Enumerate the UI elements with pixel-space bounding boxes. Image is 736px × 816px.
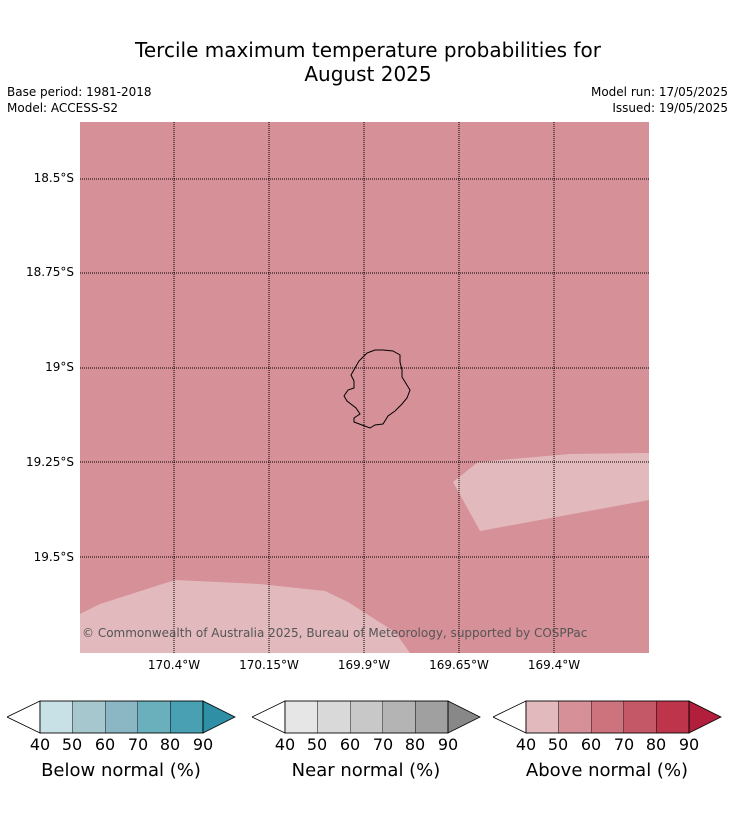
meta-right: Model run: 17/05/2025 Issued: 19/05/2025 — [591, 84, 728, 116]
lat-label: 18.75°S — [26, 265, 74, 279]
colorbar-swatches — [525, 700, 690, 734]
map-svg — [80, 122, 649, 653]
colorbar-swatch — [170, 700, 204, 734]
lat-label: 19.25°S — [26, 455, 74, 469]
lat-label: 19°S — [45, 360, 74, 374]
colorbar-swatch — [656, 700, 690, 734]
colorbar-swatch — [525, 700, 559, 734]
colorbar-swatch — [349, 700, 383, 734]
cb-near-tick: 90 — [437, 735, 459, 754]
cb-above-tick: 60 — [580, 735, 602, 754]
lon-label: 169.4°W — [527, 658, 581, 672]
cb-above-tick: 90 — [678, 735, 700, 754]
cb-above-label: Above normal (%) — [525, 760, 689, 781]
cb-above-tick: 80 — [645, 735, 667, 754]
base-period: Base period: 1981-2018 — [7, 85, 152, 99]
colorbar-swatch — [317, 700, 351, 734]
colorbar-end-arrow — [688, 700, 722, 734]
colorbar-end-arrow — [447, 700, 481, 734]
cb-below-tick: 70 — [127, 735, 149, 754]
probability-patch-southwest — [80, 580, 410, 653]
cb-near-tick: 40 — [274, 735, 296, 754]
cb-near-tick: 50 — [306, 735, 328, 754]
cb-below-tick: 60 — [94, 735, 116, 754]
model-run: Model run: 17/05/2025 — [590, 85, 728, 99]
cb-below-tick: 90 — [192, 735, 214, 754]
colorbar-swatch — [382, 700, 416, 734]
lon-label: 170.15°W — [239, 658, 299, 672]
probability-patch-east — [453, 453, 649, 531]
cb-above-tick: 40 — [515, 735, 537, 754]
issued-date: Issued: 19/05/2025 — [612, 101, 728, 115]
lon-label: 170.4°W — [147, 658, 201, 672]
cb-near-label: Near normal (%) — [291, 760, 441, 781]
graticule — [80, 122, 649, 653]
lon-label: 169.9°W — [337, 658, 391, 672]
cb-near-tick: 60 — [339, 735, 361, 754]
colorbar-swatch — [558, 700, 592, 734]
title-line-2: August 2025 — [304, 62, 432, 86]
colorbar-swatches — [284, 700, 449, 734]
colorbar-swatch — [39, 700, 73, 734]
colorbar-swatch — [104, 700, 138, 734]
cb-above-tick: 70 — [613, 735, 635, 754]
cb-near-tick: 80 — [404, 735, 426, 754]
colorbar-above-normal — [493, 700, 722, 734]
lat-label: 18.5°S — [33, 171, 74, 185]
cb-below-tick: 50 — [61, 735, 83, 754]
colorbar-below-normal — [7, 700, 236, 734]
colorbar-swatch — [623, 700, 657, 734]
title-line-1: Tercile maximum temperature probabilitie… — [135, 38, 601, 62]
copyright-notice: © Commonwealth of Australia 2025, Bureau… — [82, 626, 588, 640]
colorbar-swatch — [284, 700, 318, 734]
colorbar-end-arrow — [202, 700, 236, 734]
cb-near-tick: 70 — [372, 735, 394, 754]
cb-below-tick: 80 — [159, 735, 181, 754]
map-title: Tercile maximum temperature probabilitie… — [0, 38, 736, 86]
cb-above-tick: 50 — [547, 735, 569, 754]
lon-label: 169.65°W — [429, 658, 489, 672]
colorbar-swatches — [39, 700, 204, 734]
island-coastline — [343, 349, 411, 429]
model-name: Model: ACCESS-S2 — [7, 101, 119, 115]
map-area[interactable]: © Commonwealth of Australia 2025, Bureau… — [80, 122, 649, 653]
colorbar-near-normal — [252, 700, 481, 734]
lat-label: 19.5°S — [33, 550, 74, 564]
colorbar-swatch — [137, 700, 171, 734]
cb-below-tick: 40 — [29, 735, 51, 754]
cb-below-label: Below normal (%) — [41, 760, 201, 781]
meta-left: Base period: 1981-2018 Model: ACCESS-S2 — [7, 84, 152, 116]
colorbar-swatch — [72, 700, 106, 734]
colorbar-swatch — [415, 700, 449, 734]
colorbar-swatch — [590, 700, 624, 734]
